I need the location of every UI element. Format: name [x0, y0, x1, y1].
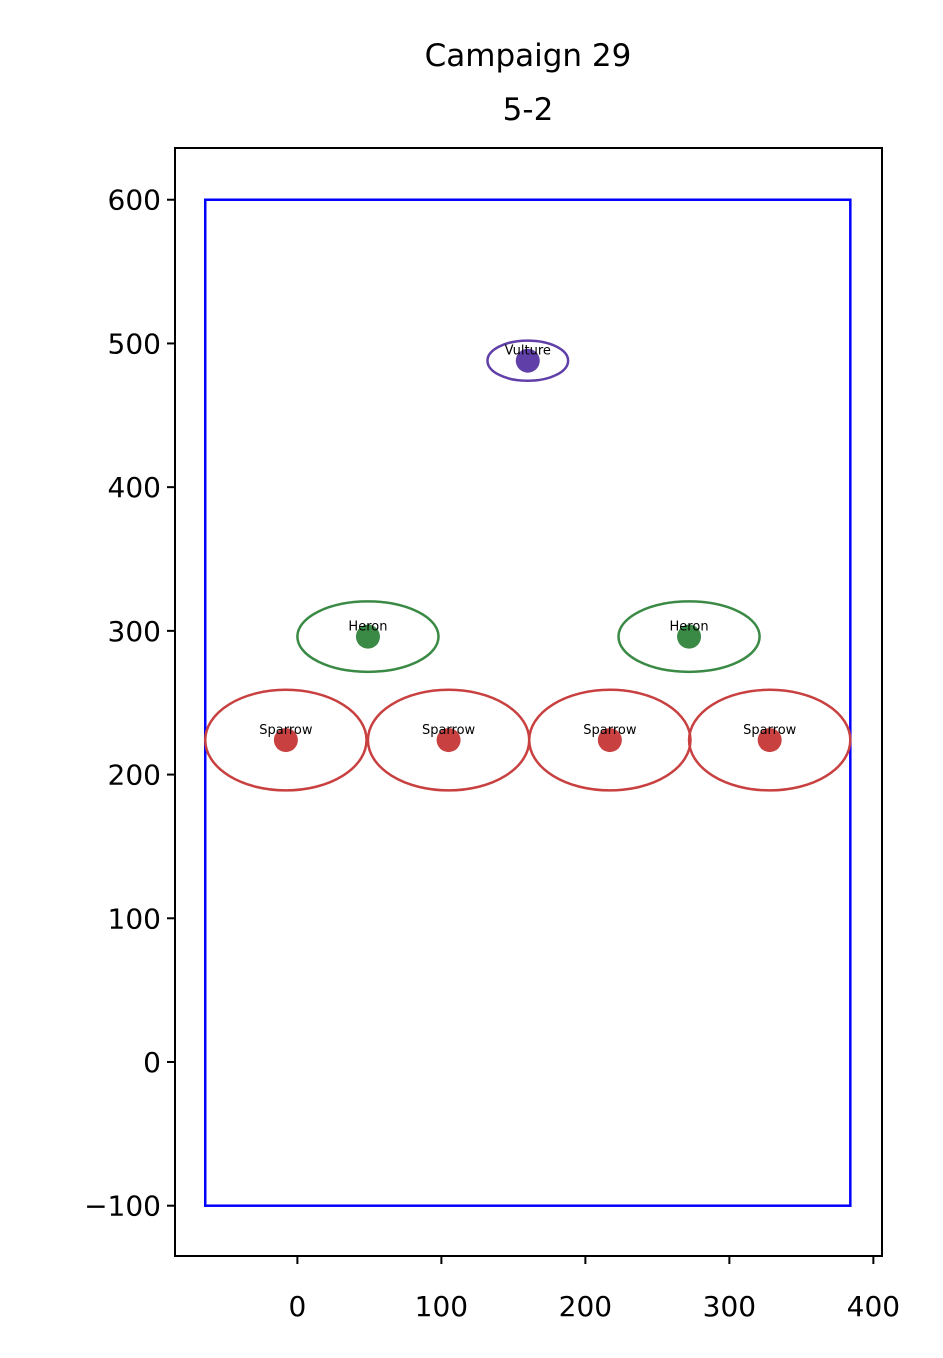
point — [757, 728, 782, 753]
point — [436, 728, 461, 753]
chart-title: Campaign 29 — [425, 38, 632, 74]
point-label: Sparrow — [583, 723, 637, 738]
point — [677, 624, 702, 649]
y-tick-label: 600 — [108, 184, 161, 217]
y-tick-label: 300 — [108, 615, 161, 648]
range-ellipse — [486, 339, 570, 383]
point — [355, 624, 380, 649]
x-tick-label: 200 — [559, 1290, 612, 1323]
y-tick-label: 200 — [108, 759, 161, 792]
point-label: Sparrow — [259, 723, 313, 738]
range-ellipse — [296, 600, 440, 674]
y-tick-label: 100 — [108, 902, 161, 935]
point — [597, 728, 622, 753]
point — [515, 348, 540, 373]
boundary — [203, 198, 852, 1207]
x-tick-label: 400 — [847, 1290, 900, 1323]
chart-subtitle: 5-2 — [503, 92, 554, 128]
range-ellipse — [203, 688, 368, 792]
x-tick-label: 0 — [288, 1290, 306, 1323]
y-tick-label: 500 — [108, 327, 161, 360]
point-label: Sparrow — [422, 723, 476, 738]
range-ellipse — [527, 688, 692, 792]
x-tick-label: 300 — [703, 1290, 756, 1323]
x-tick-label: 100 — [415, 1290, 468, 1323]
range-ellipse — [687, 688, 852, 792]
y-tick-label: 0 — [143, 1046, 161, 1079]
plot-frame — [174, 147, 883, 1257]
point — [273, 728, 298, 753]
point-label: Heron — [348, 620, 387, 635]
point-label: Heron — [670, 620, 709, 635]
y-tick-label: 400 — [108, 471, 161, 504]
y-tick-label: −100 — [84, 1190, 161, 1223]
point-label: Vulture — [505, 344, 551, 359]
point-label: Sparrow — [743, 723, 797, 738]
range-ellipse — [617, 600, 761, 674]
